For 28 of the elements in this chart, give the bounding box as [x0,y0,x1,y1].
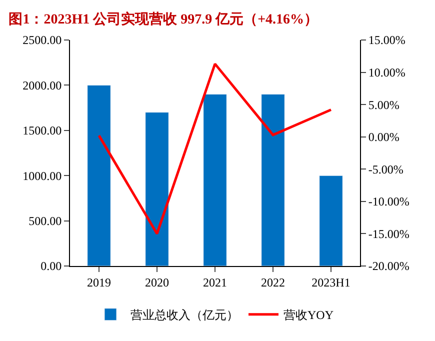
bar [261,94,285,266]
y2-tick-label: -15.00% [368,226,410,241]
y-tick-label: 1500.00 [22,124,62,138]
chart-title: 图1：2023H1 公司实现营收 997.9 亿元（+4.16%） [8,10,318,28]
x-tick-label: 2022 [261,275,285,290]
bar [87,84,111,266]
y2-tick-label: 5.00% [368,98,400,112]
legend-label: 营收YOY [284,308,334,322]
x-tick-label: 2023H1 [312,275,350,290]
y2-tick-label: -5.00% [368,162,404,176]
y2-tick-label: 0.00% [368,130,400,144]
y2-tick-label: 10.00% [368,65,406,80]
y-tick-label: 1000.00 [22,168,62,183]
y-tick-label: 500.00 [28,214,62,228]
x-tick-label: 2021 [203,275,227,290]
legend-label: 营业总收入（亿元） [130,308,238,322]
bar [145,112,169,266]
bar [203,94,227,266]
x-tick-label: 2020 [145,275,169,290]
y-tick-label: 2500.00 [22,33,62,48]
x-tick-label: 2019 [87,275,111,290]
y2-tick-label: -20.00% [368,259,410,274]
y2-tick-label: 15.00% [368,33,406,48]
y2-tick-label: -10.00% [368,194,410,209]
bar [319,175,343,266]
line-series [98,62,332,235]
y-tick-label: 0.00 [40,259,62,274]
y-tick-label: 2000.00 [22,78,62,92]
